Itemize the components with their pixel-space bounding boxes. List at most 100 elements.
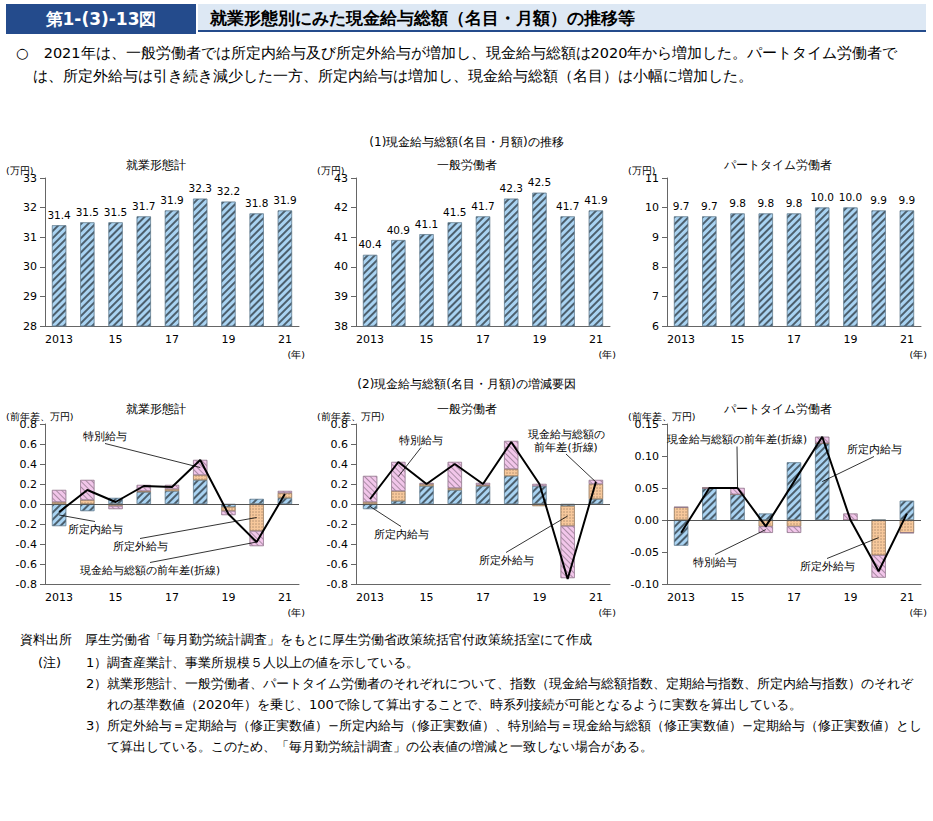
svg-text:(前年差、万円): (前年差、万円) xyxy=(317,411,384,422)
svg-text:0.4: 0.4 xyxy=(331,458,349,471)
svg-text:所定内給与: 所定内給与 xyxy=(374,528,429,540)
svg-text:21: 21 xyxy=(900,591,914,604)
svg-text:19: 19 xyxy=(221,591,235,604)
svg-text:41: 41 xyxy=(334,231,348,244)
svg-text:33: 33 xyxy=(23,172,37,185)
svg-text:0.8: 0.8 xyxy=(20,418,38,431)
svg-text:パートタイム労働者: パートタイム労働者 xyxy=(723,402,832,416)
svg-text:-0.2: -0.2 xyxy=(16,518,37,531)
svg-text:7: 7 xyxy=(652,290,659,303)
svg-text:31.5: 31.5 xyxy=(76,206,99,218)
svg-text:15: 15 xyxy=(420,591,434,604)
svg-text:42.3: 42.3 xyxy=(500,182,523,194)
svg-text:21: 21 xyxy=(589,333,603,346)
svg-text:特別給与: 特別給与 xyxy=(83,430,127,442)
svg-text:2013: 2013 xyxy=(356,591,384,604)
svg-text:2013: 2013 xyxy=(667,591,695,604)
svg-text:31.4: 31.4 xyxy=(47,209,71,221)
svg-text:21: 21 xyxy=(278,333,292,346)
svg-text:-0.4: -0.4 xyxy=(16,538,37,551)
svg-text:-0.4: -0.4 xyxy=(327,538,348,551)
svg-text:現金給与総額の前年差(折線): 現金給与総額の前年差(折線) xyxy=(667,433,807,445)
svg-text:15: 15 xyxy=(420,333,434,346)
svg-text:-0.05: -0.05 xyxy=(631,546,659,559)
svg-text:17: 17 xyxy=(476,333,490,346)
svg-text:(年): (年) xyxy=(599,349,616,360)
svg-text:0.4: 0.4 xyxy=(20,458,38,471)
svg-text:39: 39 xyxy=(334,290,348,303)
svg-text:40.9: 40.9 xyxy=(387,224,410,236)
svg-text:2013: 2013 xyxy=(356,333,384,346)
svg-text:8: 8 xyxy=(652,260,659,273)
svg-text:10: 10 xyxy=(645,201,659,214)
svg-text:32.3: 32.3 xyxy=(189,182,212,194)
svg-text:30: 30 xyxy=(23,260,37,273)
svg-text:2013: 2013 xyxy=(667,333,695,346)
svg-text:0.15: 0.15 xyxy=(635,418,660,431)
svg-text:41.7: 41.7 xyxy=(471,200,494,212)
svg-text:0.6: 0.6 xyxy=(331,438,349,451)
svg-text:17: 17 xyxy=(165,333,179,346)
svg-text:32.2: 32.2 xyxy=(217,185,240,197)
svg-text:9.8: 9.8 xyxy=(729,197,746,209)
svg-text:9.9: 9.9 xyxy=(870,194,887,206)
svg-text:0.0: 0.0 xyxy=(20,498,38,511)
svg-text:17: 17 xyxy=(165,591,179,604)
svg-text:一般労働者: 一般労働者 xyxy=(437,158,497,172)
svg-text:前年差(折線): 前年差(折線) xyxy=(534,441,597,453)
svg-text:0.2: 0.2 xyxy=(20,478,38,491)
svg-text:0.8: 0.8 xyxy=(331,418,349,431)
svg-text:41.9: 41.9 xyxy=(584,194,607,206)
svg-text:41.7: 41.7 xyxy=(556,200,579,212)
svg-text:-0.2: -0.2 xyxy=(327,518,348,531)
svg-text:9.9: 9.9 xyxy=(899,194,916,206)
svg-text:特別給与: 特別給与 xyxy=(693,556,737,568)
svg-text:(前年差、万円): (前年差、万円) xyxy=(6,411,73,422)
svg-text:2013: 2013 xyxy=(45,333,73,346)
svg-text:0.00: 0.00 xyxy=(635,514,660,527)
svg-text:9.8: 9.8 xyxy=(786,197,803,209)
svg-text:28: 28 xyxy=(23,320,37,333)
svg-text:現金給与総額の: 現金給与総額の xyxy=(528,428,605,440)
svg-text:所定内給与: 所定内給与 xyxy=(847,443,902,455)
svg-text:(年): (年) xyxy=(288,607,305,618)
svg-text:9.7: 9.7 xyxy=(701,200,718,212)
svg-text:19: 19 xyxy=(221,333,235,346)
svg-text:0.0: 0.0 xyxy=(331,498,349,511)
svg-text:0.10: 0.10 xyxy=(635,450,660,463)
svg-text:15: 15 xyxy=(109,333,123,346)
svg-text:-0.6: -0.6 xyxy=(16,558,37,571)
svg-text:就業形態計: 就業形態計 xyxy=(126,402,186,416)
svg-text:31.8: 31.8 xyxy=(245,197,268,209)
svg-text:15: 15 xyxy=(109,591,123,604)
svg-text:42: 42 xyxy=(334,201,348,214)
svg-text:31.7: 31.7 xyxy=(132,200,155,212)
svg-text:15: 15 xyxy=(731,591,745,604)
svg-text:17: 17 xyxy=(476,591,490,604)
svg-text:-0.8: -0.8 xyxy=(16,578,37,591)
svg-text:21: 21 xyxy=(900,333,914,346)
svg-text:43: 43 xyxy=(334,172,348,185)
svg-text:就業形態計: 就業形態計 xyxy=(126,158,186,172)
svg-text:40: 40 xyxy=(334,260,348,273)
svg-text:9: 9 xyxy=(652,231,659,244)
svg-text:42.5: 42.5 xyxy=(528,176,551,188)
svg-text:0.2: 0.2 xyxy=(331,478,349,491)
svg-text:(年): (年) xyxy=(288,349,305,360)
svg-text:9.7: 9.7 xyxy=(673,200,690,212)
svg-text:(年): (年) xyxy=(599,607,616,618)
svg-text:0.6: 0.6 xyxy=(20,438,38,451)
svg-text:32: 32 xyxy=(23,201,37,214)
svg-text:41.1: 41.1 xyxy=(415,218,438,230)
svg-text:31.9: 31.9 xyxy=(160,194,183,206)
svg-text:(年): (年) xyxy=(910,349,927,360)
svg-text:11: 11 xyxy=(645,172,659,185)
svg-text:-0.6: -0.6 xyxy=(327,558,348,571)
svg-text:19: 19 xyxy=(843,333,857,346)
svg-text:21: 21 xyxy=(589,591,603,604)
svg-text:31: 31 xyxy=(23,231,37,244)
svg-text:現金給与総額の前年差(折線): 現金給与総額の前年差(折線) xyxy=(80,564,220,576)
svg-text:29: 29 xyxy=(23,290,37,303)
svg-text:9.8: 9.8 xyxy=(757,197,774,209)
svg-text:19: 19 xyxy=(532,333,546,346)
